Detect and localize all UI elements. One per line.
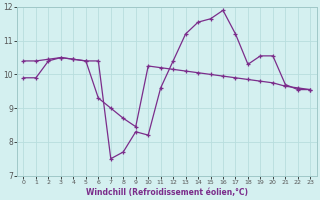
X-axis label: Windchill (Refroidissement éolien,°C): Windchill (Refroidissement éolien,°C) [86, 188, 248, 197]
